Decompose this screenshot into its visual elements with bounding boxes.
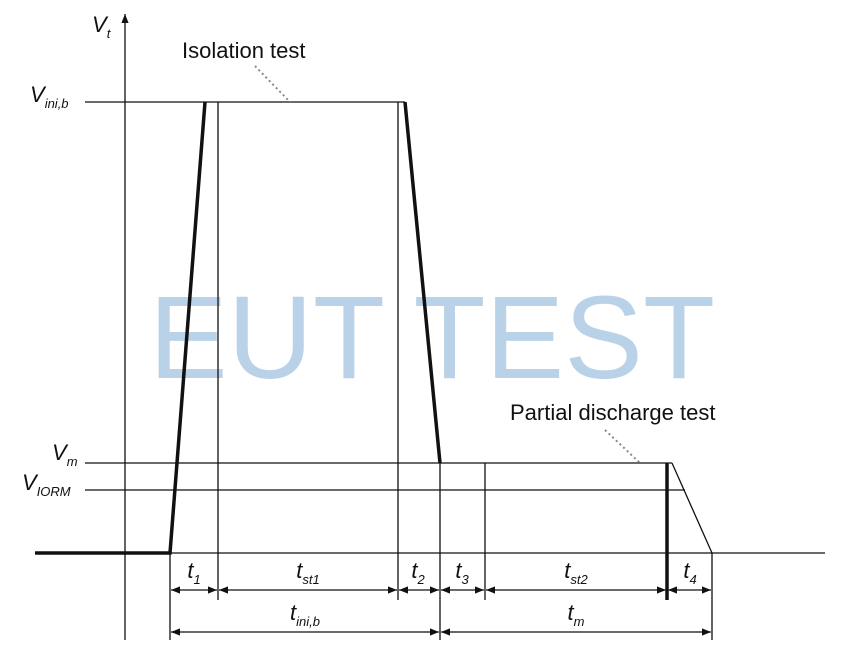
symbol: t xyxy=(187,558,194,583)
leader xyxy=(604,429,641,464)
symbol-label: VIORM xyxy=(22,470,71,499)
guides xyxy=(169,102,713,640)
symbol-label: t3 xyxy=(455,558,469,587)
symbol: t xyxy=(296,558,303,583)
symbol: t xyxy=(290,600,297,625)
symbol-label: tst1 xyxy=(296,558,319,587)
symbol-label: t1 xyxy=(187,558,200,587)
symbol: t xyxy=(683,558,690,583)
waveform xyxy=(169,447,713,554)
symbol-label: tm xyxy=(568,600,585,629)
annotation: Partial discharge test xyxy=(510,400,715,425)
subscript: t xyxy=(107,26,112,41)
subscript: 4 xyxy=(689,572,696,587)
symbol: V xyxy=(92,12,109,37)
symbol-label: t2 xyxy=(411,558,425,587)
subscript: 1 xyxy=(193,572,200,587)
subscript: 3 xyxy=(461,572,469,587)
symbol: V xyxy=(22,470,39,495)
subscript: m xyxy=(67,454,78,469)
symbol: t xyxy=(564,558,571,583)
symbol-label: Vm xyxy=(52,440,78,469)
subscript: ini,b xyxy=(45,96,69,111)
symbol: t xyxy=(411,558,418,583)
subscript: ini,b xyxy=(296,614,320,629)
symbol-label: Vt xyxy=(92,12,112,41)
symbol-label: tini,b xyxy=(290,600,320,629)
subscript: st2 xyxy=(570,572,588,587)
symbol: t xyxy=(568,600,575,625)
leader xyxy=(254,65,291,103)
symbol: V xyxy=(30,82,47,107)
dimension-arrows xyxy=(171,586,711,636)
symbol: t xyxy=(455,558,462,583)
subscript: m xyxy=(574,614,585,629)
symbol-label: tst2 xyxy=(564,558,588,587)
annotation: Isolation test xyxy=(182,38,306,63)
subscript: 2 xyxy=(416,572,425,587)
symbol: V xyxy=(52,440,69,465)
subscript: st1 xyxy=(302,572,319,587)
subscript: IORM xyxy=(37,484,71,499)
symbol-label: Vini,b xyxy=(30,82,69,111)
symbol-label: t4 xyxy=(683,558,696,587)
